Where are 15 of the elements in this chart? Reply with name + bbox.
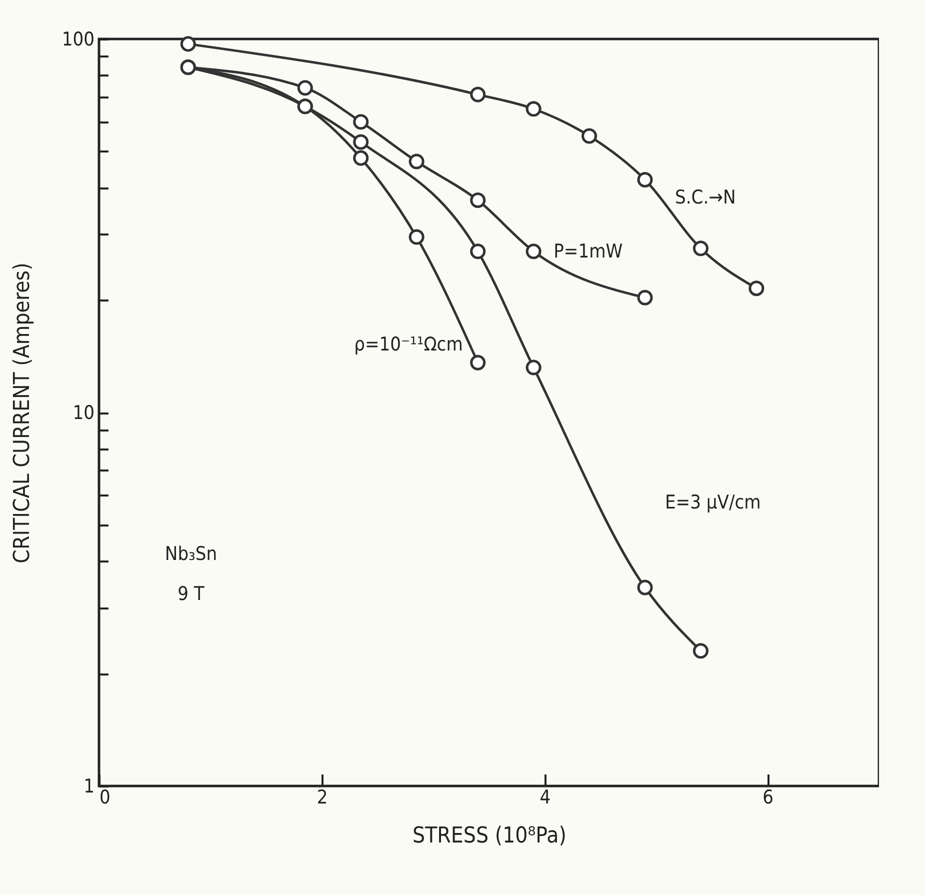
x-tick-label: 4	[540, 786, 551, 808]
y-axis-title: CRITICAL CURRENT (Amperes)	[10, 262, 35, 564]
series-label: ρ=10⁻¹¹Ωcm	[354, 334, 463, 356]
annotation: 9 T	[178, 583, 205, 605]
y-tick-label: 100	[62, 28, 94, 50]
series-label: S.C.→N	[675, 186, 736, 209]
series-label: P=1mW	[554, 240, 623, 262]
y-tick-label: 1	[84, 776, 94, 798]
x-tick-label: 2	[316, 786, 328, 808]
x-tick-label: 0	[100, 786, 110, 808]
annotation: Nb₃Sn	[164, 543, 218, 565]
y-tick-label: 10	[72, 402, 94, 424]
x-tick-label: 6	[762, 786, 774, 808]
x-axis-title: STRESS (10⁸Pa)	[412, 824, 566, 848]
text: E=3 μV/cm	[665, 491, 761, 514]
